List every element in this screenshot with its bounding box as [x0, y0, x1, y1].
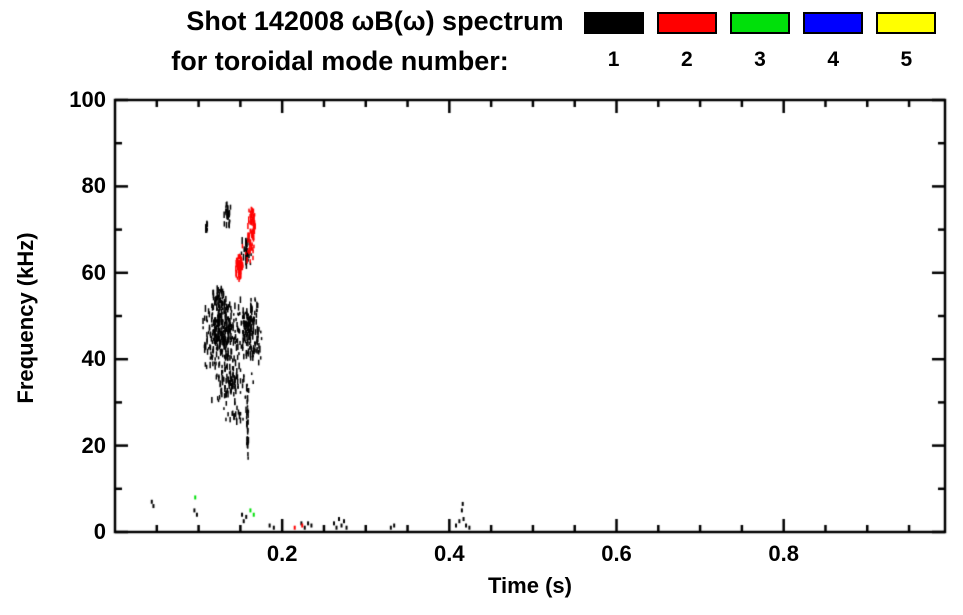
y-tick-label-0: 0: [93, 519, 106, 544]
y-axis-label: Frequency (kHz): [13, 232, 38, 404]
y-tick-label-60: 60: [81, 259, 106, 285]
y-tick-label-40: 40: [81, 346, 106, 372]
y-tick-label-100: 100: [69, 87, 106, 112]
x-axis-label: Time (s): [488, 573, 572, 598]
x-tick-label-0.6: 0.6: [601, 541, 632, 566]
x-tick-label-0.8: 0.8: [768, 541, 799, 566]
y-axis-label-wrap: Frequency (kHz): [13, 102, 39, 534]
y-tick-label-20: 20: [81, 432, 106, 458]
x-tick-label-0.4: 0.4: [434, 541, 465, 566]
y-tick-label-80: 80: [81, 173, 106, 199]
x-tick-label-0.2: 0.2: [266, 541, 298, 566]
